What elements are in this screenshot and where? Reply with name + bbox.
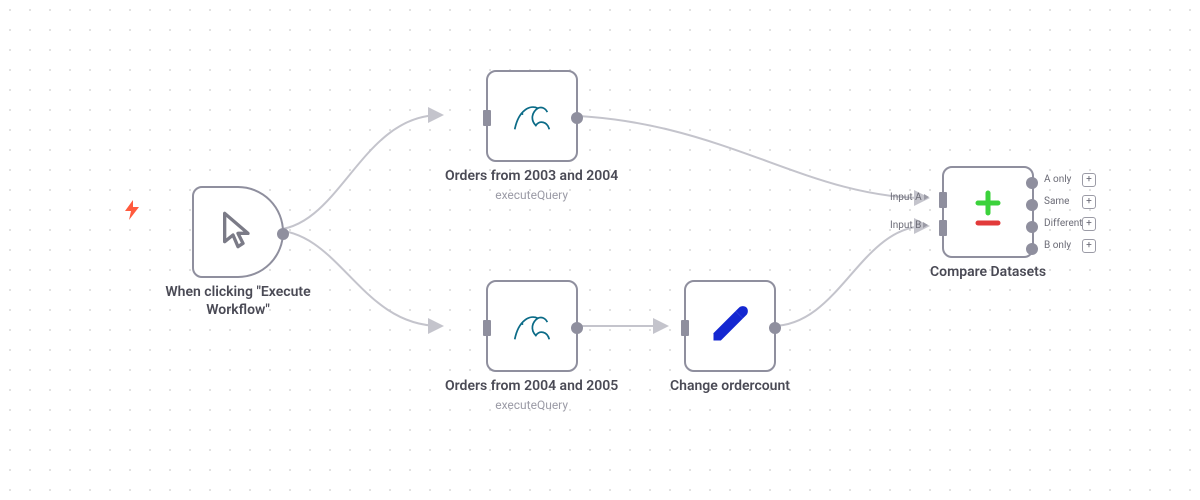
orders2-title: Orders from 2004 and 2005 — [445, 378, 618, 396]
orders2-box[interactable] — [486, 280, 578, 372]
mysql-icon — [509, 301, 555, 351]
compare-box[interactable]: Input A Input B A only + Same + Differen… — [942, 166, 1034, 258]
compare-out-different: Different — [1044, 218, 1083, 229]
compare-out-b-only: B only — [1044, 240, 1071, 251]
workflow-canvas[interactable]: When clicking "Execute Workflow" Orders … — [0, 0, 1200, 500]
orders1-subtitle: executeQuery — [495, 188, 568, 202]
compare-out1-plus[interactable]: + — [1082, 173, 1096, 187]
orders2-subtitle: executeQuery — [495, 398, 568, 412]
trigger-box[interactable] — [192, 186, 284, 278]
compare-out3-plus[interactable]: + — [1082, 217, 1096, 231]
mysql-icon — [509, 91, 555, 141]
node-trigger[interactable]: When clicking "Execute Workflow" — [148, 186, 328, 319]
plus-minus-icon — [963, 185, 1013, 239]
cursor-icon — [218, 210, 258, 254]
compare-input-b-label: Input B — [890, 220, 928, 231]
pencil-icon — [708, 302, 752, 350]
compare-out-same: Same — [1044, 196, 1069, 207]
node-orders-2003-2004[interactable]: Orders from 2003 and 2004 executeQuery — [445, 70, 618, 202]
orders1-title: Orders from 2003 and 2004 — [445, 168, 618, 186]
node-change-ordercount[interactable]: Change ordercount — [670, 280, 790, 396]
node-compare-datasets[interactable]: Input A Input B A only + Same + Differen… — [930, 166, 1046, 282]
compare-input-a-label: Input A — [890, 192, 929, 203]
change-box[interactable] — [684, 280, 776, 372]
compare-title: Compare Datasets — [930, 264, 1046, 282]
change-title: Change ordercount — [670, 378, 790, 396]
trigger-title: When clicking "Execute Workflow" — [148, 284, 328, 319]
compare-out2-plus[interactable]: + — [1082, 195, 1096, 209]
compare-out-a-only: A only — [1044, 174, 1071, 185]
node-orders-2004-2005[interactable]: Orders from 2004 and 2005 executeQuery — [445, 280, 618, 412]
lightning-icon — [124, 200, 140, 225]
orders1-box[interactable] — [486, 70, 578, 162]
compare-out4-plus[interactable]: + — [1082, 239, 1096, 253]
